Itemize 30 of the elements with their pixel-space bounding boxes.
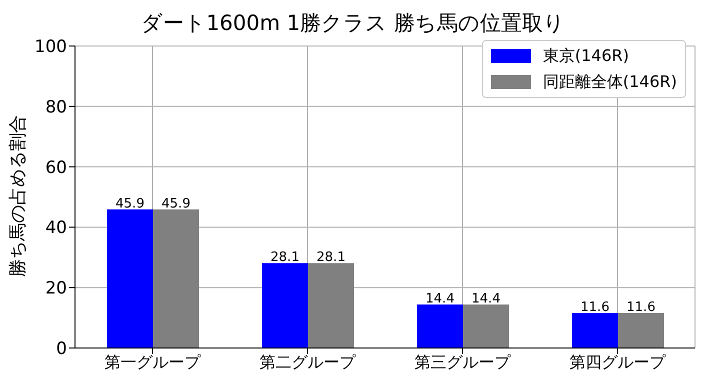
y-tick-label: 20 (45, 278, 67, 299)
data-label: 14.4 (426, 292, 454, 307)
bar (153, 209, 199, 348)
bar (262, 263, 308, 348)
data-label: 45.9 (162, 196, 190, 212)
y-tick-label: 100 (34, 37, 67, 58)
x-tick-label: 第一グループ (104, 352, 202, 372)
bar (417, 304, 463, 348)
legend-label: 東京(146R) (542, 45, 629, 67)
data-label: 11.6 (580, 300, 610, 315)
data-label: 11.6 (626, 300, 656, 315)
data-label: 14.4 (472, 292, 500, 307)
bar (107, 209, 153, 348)
data-label: 28.1 (316, 250, 346, 266)
x-tick-label: 第二グループ (260, 352, 356, 372)
data-label: 45.9 (116, 196, 144, 212)
y-axis-title: 勝ち馬の占める割合 (7, 115, 28, 277)
chart-title: ダート1600m 1勝クラス 勝ち馬の位置取り (140, 10, 566, 37)
x-tick-label: 第四グループ (570, 352, 666, 372)
bar (308, 263, 354, 348)
data-label: 28.1 (270, 250, 300, 266)
y-tick-label: 40 (45, 218, 67, 238)
bar (463, 304, 509, 348)
y-tick-label: 60 (45, 158, 67, 178)
x-tick-label: 第三グループ (414, 352, 512, 372)
bar (618, 312, 664, 348)
y-tick-label: 0 (56, 339, 67, 360)
bar (572, 312, 618, 348)
y-tick-label: 80 (45, 97, 67, 118)
legend-label: 同距離全体(146R) (542, 71, 677, 93)
